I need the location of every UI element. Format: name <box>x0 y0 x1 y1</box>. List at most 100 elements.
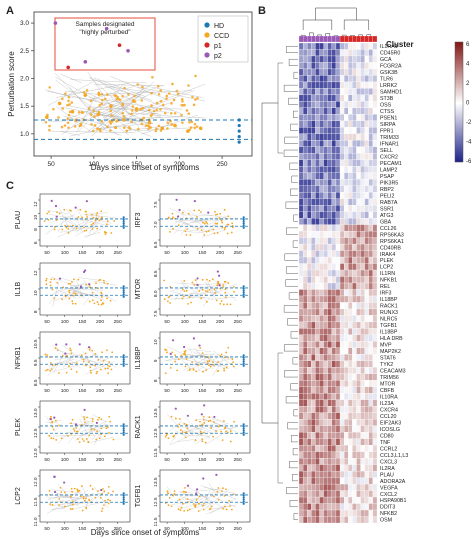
heatmap-cell <box>302 185 308 193</box>
heatmap-cell <box>344 295 349 303</box>
ccd-point <box>80 423 83 426</box>
heatmap-cell <box>352 114 357 121</box>
heatmap-cell <box>344 269 349 277</box>
heatmap-cell <box>311 211 316 219</box>
heatmap-cell <box>356 101 361 108</box>
ccd-point <box>227 215 230 218</box>
heatmap-cell <box>307 334 312 342</box>
ccd-point <box>206 222 209 225</box>
heatmap-cell <box>368 256 374 264</box>
colorbar-step <box>455 120 463 123</box>
heatmap-cell <box>331 425 337 433</box>
heatmap-cell <box>298 140 304 147</box>
heatmap-cell <box>335 470 341 478</box>
row-label: NFKB2 <box>380 511 397 517</box>
colorbar-step <box>455 150 463 153</box>
ccd-point <box>64 491 66 494</box>
trajectory-line <box>57 423 78 444</box>
ccd-point <box>56 281 59 284</box>
point-ccd <box>109 104 113 108</box>
heatmap-cell <box>360 75 365 83</box>
ccd-point <box>202 504 204 507</box>
hd-point <box>242 362 245 365</box>
ccd-point <box>206 278 208 281</box>
ccd-point <box>221 487 224 489</box>
ccd-point <box>165 94 169 98</box>
ccd-point <box>75 370 78 373</box>
heatmap-cell <box>307 133 312 141</box>
heatmap-cell <box>339 295 345 303</box>
row-label: LCP2 <box>380 265 393 271</box>
heatmap-cell <box>372 295 378 303</box>
ccd-point <box>90 122 93 126</box>
heatmap-cell <box>356 360 361 368</box>
ccd-point <box>90 428 93 431</box>
heatmap-cell <box>331 133 337 141</box>
heatmap-cell <box>368 477 374 485</box>
heatmap-cell <box>348 432 353 439</box>
ccd-point <box>193 209 196 212</box>
cluster-cell-hd <box>331 35 337 43</box>
ccd-point <box>51 421 53 424</box>
heatmap-cell <box>331 211 337 219</box>
ccd-point <box>208 360 211 362</box>
trajectory-line <box>83 232 101 237</box>
heatmap-cell <box>348 250 353 258</box>
ccd-point <box>201 438 204 441</box>
heatmap-cell <box>311 477 316 485</box>
ccd-point <box>205 300 208 303</box>
heatmap-cell <box>319 198 324 206</box>
heatmap-cell <box>348 120 353 128</box>
heatmap-cell <box>360 250 365 258</box>
heatmap-cell <box>307 477 312 485</box>
ccd-point <box>77 216 80 218</box>
panel-a-ylabel: Perturbation score <box>7 51 16 117</box>
trajectory-line <box>61 214 83 230</box>
heatmap-cell <box>368 198 374 206</box>
ccd-point <box>224 426 226 429</box>
heatmap-cell <box>298 269 304 277</box>
heatmap-cell <box>360 230 365 238</box>
heatmap-cell <box>331 470 337 478</box>
heatmap-cell <box>319 205 324 212</box>
heatmap-cell <box>327 496 332 504</box>
heatmap-cell <box>319 140 324 147</box>
heatmap-cell <box>352 101 357 108</box>
heatmap-cell <box>298 451 304 459</box>
x-tick-label: 50 <box>164 388 170 394</box>
heatmap-cell <box>302 101 308 108</box>
ccd-point <box>155 127 158 131</box>
heatmap-cell <box>335 496 341 504</box>
heatmap-cell <box>319 179 324 186</box>
ccd-point <box>53 278 56 281</box>
hd-point <box>242 496 245 499</box>
ccd-point <box>196 227 199 230</box>
heatmap-cell <box>331 321 337 329</box>
trajectory-line <box>93 352 117 368</box>
ccd-point <box>128 127 132 130</box>
heatmap-cell <box>302 140 308 147</box>
heatmap-cell <box>356 373 361 381</box>
heatmap-cell <box>372 419 378 426</box>
heatmap-cell <box>360 334 365 342</box>
heatmap-cell <box>372 237 378 245</box>
dendro-branch <box>291 175 298 183</box>
ccd-point <box>229 430 232 432</box>
heatmap-cell <box>344 179 349 186</box>
ccd-point <box>147 108 151 112</box>
heatmap-cell <box>327 75 332 83</box>
heatmap-cell <box>352 464 357 472</box>
ccd-point <box>191 361 194 363</box>
heatmap-cell <box>335 354 341 361</box>
heatmap-cell <box>344 218 349 225</box>
cluster-cell-hd <box>298 35 304 43</box>
heatmap-cell <box>331 120 337 128</box>
heatmap-cell <box>319 263 324 271</box>
heatmap-cell <box>372 243 378 251</box>
heatmap-cell <box>339 334 345 342</box>
trajectory-line <box>76 492 105 499</box>
heatmap-cell <box>327 477 332 485</box>
heatmap-cell <box>356 432 361 439</box>
colorbar-step <box>455 76 463 79</box>
heatmap-cell <box>344 55 349 63</box>
